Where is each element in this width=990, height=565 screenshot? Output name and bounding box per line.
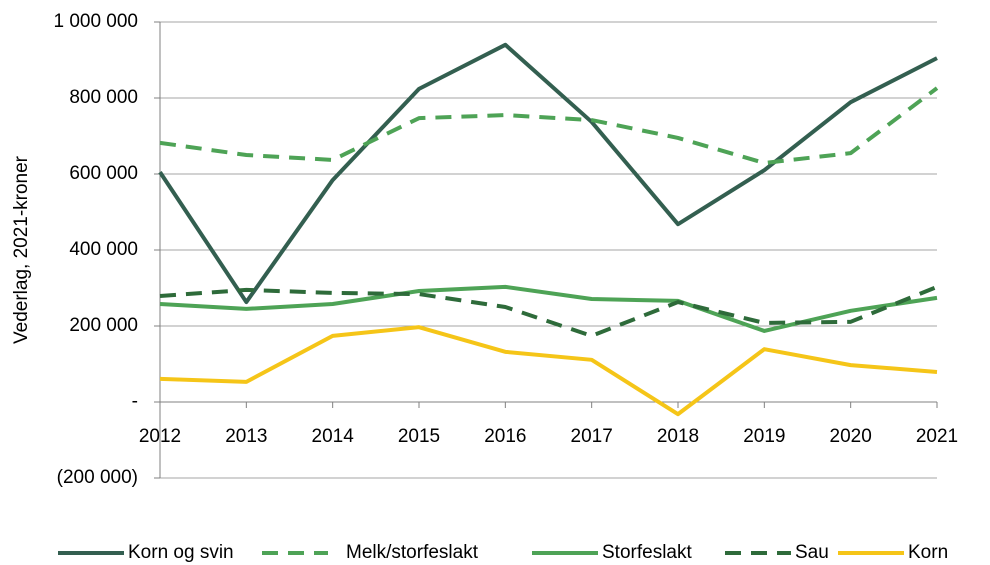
line-series <box>159 325 938 417</box>
y-tick-label: - <box>132 391 138 412</box>
y-axis-label: Vederlag, 2021-kroner <box>11 155 32 344</box>
x-tick-label: 2018 <box>657 426 699 447</box>
x-tick-label: 2012 <box>139 426 181 447</box>
legend-label: Korn <box>908 542 948 563</box>
legend-label: Storfeslakt <box>602 542 692 563</box>
x-tick-label: 2019 <box>743 426 785 447</box>
y-tick-label: (200 000) <box>57 467 138 488</box>
x-tick-label: 2015 <box>398 426 440 447</box>
legend-label: Melk/storfeslakt <box>346 542 479 563</box>
legend-label: Korn og svin <box>128 542 234 563</box>
y-tick-label: 1 000 000 <box>53 11 138 32</box>
legend-label: Sau <box>795 542 829 563</box>
line-series <box>158 42 938 305</box>
line-series <box>159 285 938 338</box>
x-tick-label: 2020 <box>830 426 872 447</box>
x-tick-label: 2016 <box>484 426 526 447</box>
y-tick-label: 200 000 <box>69 315 138 336</box>
line-series <box>159 284 938 333</box>
y-tick-label: 800 000 <box>69 87 138 108</box>
y-tick-label: 600 000 <box>69 163 138 184</box>
line-series <box>159 86 939 165</box>
x-tick-label: 2017 <box>571 426 613 447</box>
x-tick-label: 2013 <box>225 426 267 447</box>
y-tick-label: 400 000 <box>69 239 138 260</box>
x-tick-label: 2021 <box>916 426 958 447</box>
x-tick-label: 2014 <box>312 426 355 447</box>
